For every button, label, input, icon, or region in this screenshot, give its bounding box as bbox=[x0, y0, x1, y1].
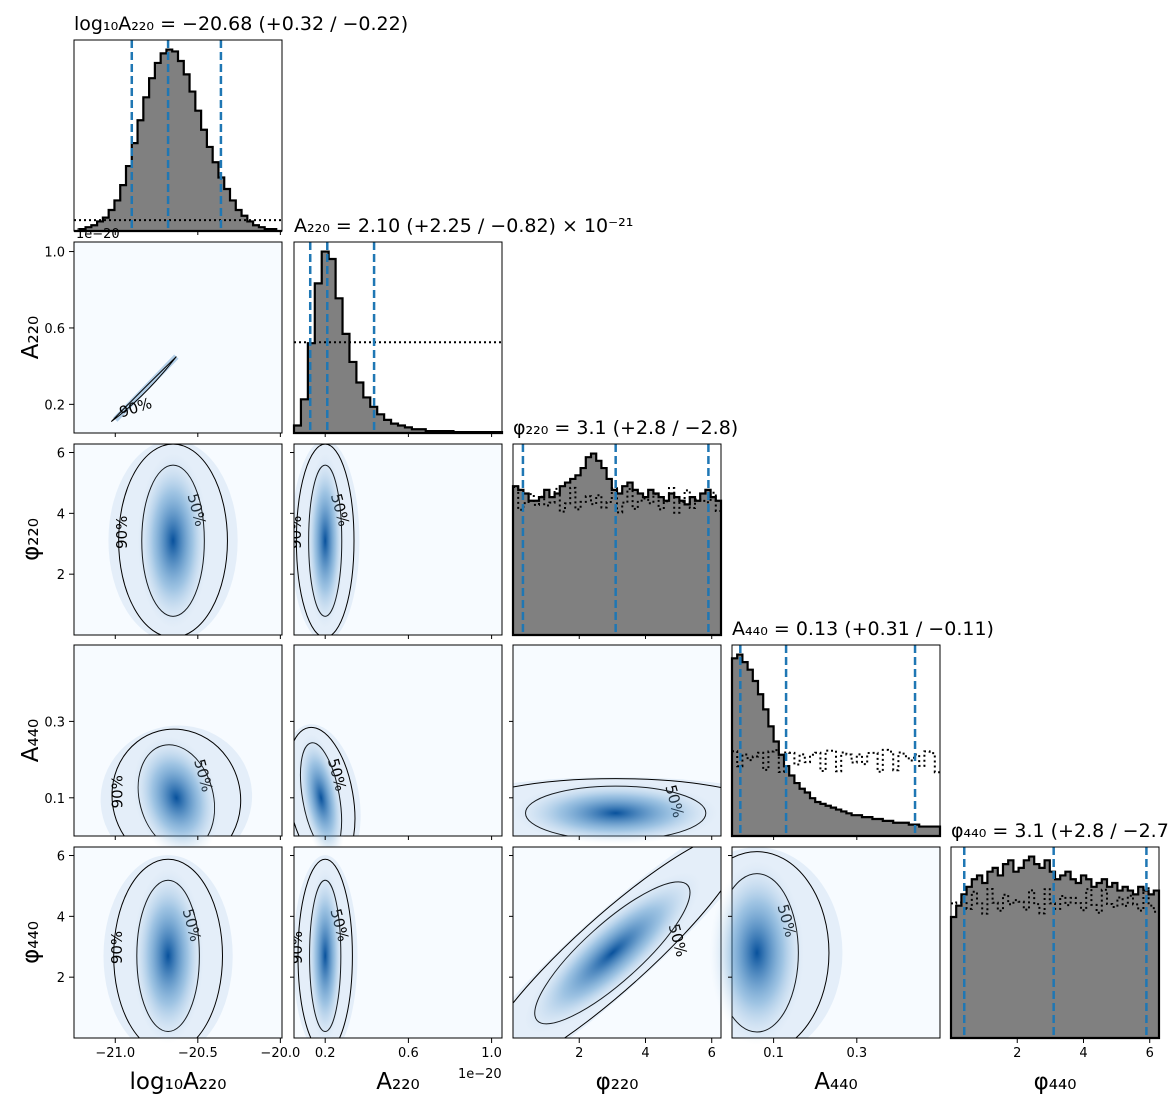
x-tick-label: 0.6 bbox=[398, 1046, 419, 1061]
density-core bbox=[297, 733, 345, 863]
x-tick-label: 1.0 bbox=[481, 1046, 502, 1061]
histogram-logA220 bbox=[74, 48, 282, 233]
panel-frame bbox=[293, 846, 503, 1039]
prior-phi220 bbox=[513, 486, 721, 514]
y-axis-label-A440: A₄₄₀ bbox=[18, 719, 44, 762]
histogram-phi440 bbox=[949, 855, 1161, 1040]
y-tick-label: 6 bbox=[57, 850, 65, 865]
panel-frame bbox=[293, 443, 503, 636]
prior-phi440 bbox=[951, 887, 1159, 915]
contour-label-90: 90% bbox=[108, 775, 126, 808]
y-tick-label: 0.3 bbox=[44, 715, 65, 730]
panel-frame bbox=[73, 241, 283, 434]
y-tick-label: 4 bbox=[57, 910, 65, 925]
contour-90 bbox=[111, 728, 242, 836]
y-tick-label: 1.0 bbox=[44, 246, 65, 261]
y-axis-label-A220: A₂₂₀ bbox=[18, 316, 44, 359]
y-tick-label: 0.6 bbox=[44, 322, 65, 337]
y-tick-label: 4 bbox=[57, 507, 65, 522]
contour-90 bbox=[732, 851, 830, 1038]
hist-title-logA220: log₁₀A₂₂₀ = −20.68 (+0.32 / −0.22) bbox=[74, 13, 408, 35]
histogram-phi220 bbox=[511, 452, 723, 637]
density-core bbox=[709, 860, 805, 1046]
x-tick-label: 0.1 bbox=[763, 1046, 784, 1061]
hist-panel-logA220: log₁₀A₂₂₀ = −20.68 (+0.32 / −0.22) bbox=[73, 13, 408, 233]
density-panel-logA220-A220: 90% bbox=[73, 241, 283, 434]
hist-panel-A440: A₄₄₀ = 0.13 (+0.31 / −0.11) bbox=[730, 618, 994, 838]
x-offset-label-A220: 1e−20 bbox=[458, 1067, 502, 1082]
panel-frame bbox=[950, 846, 1160, 1039]
prior-A440 bbox=[732, 748, 940, 774]
x-tick-label: −21.0 bbox=[95, 1046, 135, 1061]
y-axis-label-phi220: φ₂₂₀ bbox=[18, 518, 44, 561]
contour-label-90: 90% bbox=[108, 931, 126, 964]
x-axis-label-A440: A₄₄₀ bbox=[814, 1069, 857, 1095]
hist-panel-A220: A₂₂₀ = 2.10 (+2.25 / −0.82) × 10⁻²¹ bbox=[292, 215, 633, 435]
density-core bbox=[306, 452, 345, 629]
y-tick-label: 2 bbox=[57, 971, 65, 986]
panel-frame bbox=[512, 443, 722, 636]
contour-90 bbox=[294, 726, 356, 836]
contour-90 bbox=[297, 858, 353, 1038]
panel-frame bbox=[293, 644, 503, 837]
panel-frame bbox=[731, 644, 941, 837]
density-core bbox=[307, 867, 344, 1045]
contour-90 bbox=[110, 356, 177, 423]
contour-label-90: 90% bbox=[287, 516, 305, 549]
density-core bbox=[523, 871, 702, 1035]
density-core bbox=[512, 781, 719, 845]
x-tick-label: 4 bbox=[641, 1046, 649, 1061]
y-tick-label: 2 bbox=[57, 568, 65, 583]
y-tick-label: 0.2 bbox=[44, 398, 65, 413]
density-core bbox=[137, 452, 209, 629]
x-tick-label: 0.3 bbox=[846, 1046, 867, 1061]
panel-frame bbox=[293, 241, 503, 434]
x-axis-label-A220: A₂₂₀ bbox=[376, 1069, 419, 1095]
contour-90 bbox=[513, 778, 721, 789]
y-tick-label: 0.1 bbox=[44, 792, 65, 807]
hist-panel-phi220: φ₂₂₀ = 3.1 (+2.8 / −2.8) bbox=[511, 417, 738, 637]
density-core bbox=[132, 867, 204, 1045]
y-axis-label-phi440: φ₄₄₀ bbox=[18, 921, 44, 964]
x-tick-label: −20.0 bbox=[260, 1046, 300, 1061]
x-axis-label-phi220: φ₂₂₀ bbox=[596, 1069, 639, 1095]
hist-title-phi220: φ₂₂₀ = 3.1 (+2.8 / −2.8) bbox=[513, 417, 738, 439]
contour-90 bbox=[113, 858, 223, 1038]
histogram-A440 bbox=[730, 653, 942, 838]
panel-frame bbox=[73, 39, 283, 232]
hist-panel-phi440: φ₄₄₀ = 3.1 (+2.8 / −2.7) bbox=[949, 820, 1168, 1040]
x-tick-label: 6 bbox=[708, 1046, 716, 1061]
x-axis-label-phi440: φ₄₄₀ bbox=[1034, 1069, 1077, 1095]
density-background bbox=[74, 242, 282, 433]
y-offset-label-A220: 1e−20 bbox=[76, 227, 120, 242]
x-tick-label: 0.2 bbox=[315, 1046, 336, 1061]
x-tick-label: 2 bbox=[1013, 1046, 1021, 1061]
contour-label-90: 90% bbox=[280, 775, 298, 808]
density-core bbox=[132, 735, 221, 860]
hist-title-A220: A₂₂₀ = 2.10 (+2.25 / −0.82) × 10⁻²¹ bbox=[294, 215, 633, 237]
x-tick-label: −20.5 bbox=[178, 1046, 218, 1061]
x-tick-label: 4 bbox=[1079, 1046, 1087, 1061]
x-tick-label: 2 bbox=[575, 1046, 583, 1061]
contour-90 bbox=[513, 847, 721, 1038]
x-tick-label: 6 bbox=[1146, 1046, 1154, 1061]
histogram-A220 bbox=[292, 250, 504, 435]
hist-title-phi440: φ₄₄₀ = 3.1 (+2.8 / −2.7) bbox=[951, 820, 1168, 842]
x-axis-label-logA220: log₁₀A₂₂₀ bbox=[130, 1069, 227, 1095]
hist-title-A440: A₄₄₀ = 0.13 (+0.31 / −0.11) bbox=[732, 618, 994, 640]
panel-frame bbox=[73, 443, 283, 636]
contour-label-90: 90% bbox=[113, 516, 131, 549]
contour-label-90: 90% bbox=[288, 931, 306, 964]
y-tick-label: 6 bbox=[57, 447, 65, 462]
